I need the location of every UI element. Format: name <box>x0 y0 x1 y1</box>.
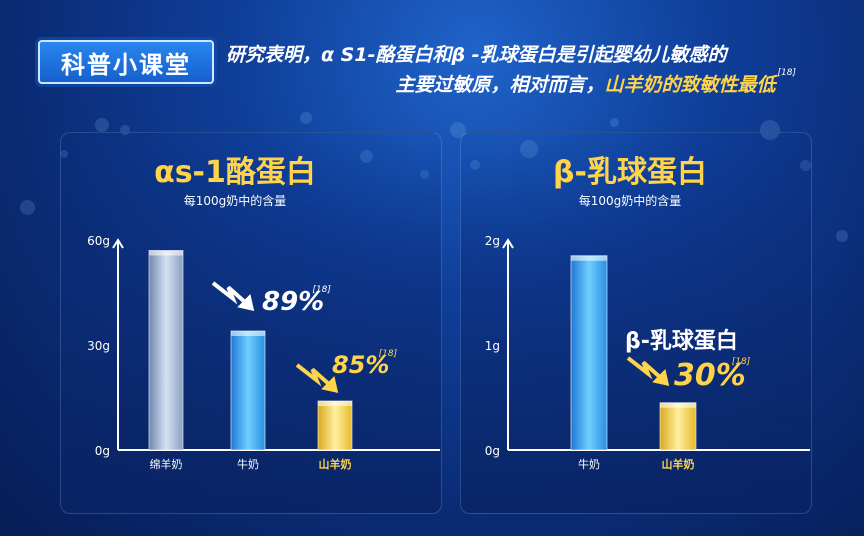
chart1-ytick-label: 0g <box>485 444 500 458</box>
chart1-ytick-label: 1g <box>485 339 500 353</box>
chart0-annotation-0-reference: [18] <box>312 285 331 295</box>
chart1-annotation-0-label: β-乳球蛋白 <box>625 328 738 354</box>
chart0-bar <box>230 330 266 451</box>
chart1-category-label: 牛奶 <box>578 457 600 471</box>
chart0-title: αs-1酪蛋白 <box>154 155 316 190</box>
chart1-bar <box>570 255 608 451</box>
headline-line-1: 研究表明，α S1-酪蛋白和β -乳球蛋白是引起婴幼儿敏感的 <box>226 44 727 66</box>
header: 科普小课堂 研究表明，α S1-酪蛋白和β -乳球蛋白是引起婴幼儿敏感的 主要过… <box>0 0 864 110</box>
chart0-category-label: 山羊奶 <box>319 457 352 471</box>
chart1-title: β-乳球蛋白 <box>553 155 707 190</box>
chart0-ytick-label: 60g <box>87 234 110 248</box>
chart1-y-axis-arrow <box>502 238 514 249</box>
chart0-subtitle: 每100g奶中的含量 <box>184 193 287 208</box>
chart0-bar <box>148 250 184 451</box>
chart1-annotation-0-reference: [18] <box>732 357 751 367</box>
chart0-annotation-1-arrow-icon-head <box>321 376 339 393</box>
chart0-ytick-label: 30g <box>87 339 110 353</box>
chart1-bar-cap <box>660 402 696 408</box>
chart0-ytick-label: 0g <box>95 444 110 458</box>
chart0-annotation-0-arrow-icon-head <box>237 294 255 311</box>
chart0-bar-cap <box>149 250 183 256</box>
section-badge: 科普小课堂 <box>38 40 214 84</box>
chart1-annotation-0-arrow-icon <box>626 356 670 386</box>
chart0-annotation-1-reference: [18] <box>379 349 398 359</box>
chart0-annotation-0-arrow-icon <box>211 281 255 311</box>
chart1-bar <box>659 402 697 451</box>
chart1-ytick-label: 2g <box>485 234 500 248</box>
chart1-subtitle: 每100g奶中的含量 <box>579 193 682 208</box>
chart0-y-axis-arrow <box>112 238 124 249</box>
chart0-annotation-0-value: 89% <box>262 287 324 317</box>
chart0-bar <box>317 400 353 451</box>
chart1-annotation-0-arrow-icon-line <box>626 356 665 382</box>
headline-highlight: 山羊奶的致敏性最低 <box>604 74 776 96</box>
headline-reference: [18] <box>777 68 796 78</box>
headline-line-2: 主要过敏原，相对而言，山羊奶的致敏性最低[18] <box>395 68 796 97</box>
chart0-annotation-1-value: 85% <box>332 351 389 379</box>
chart1-category-label: 山羊奶 <box>662 457 695 471</box>
chart0-annotation-0-arrow-icon-line <box>211 281 250 307</box>
chart0-category-label: 绵羊奶 <box>150 457 183 471</box>
chart0-annotation-1-arrow-icon <box>295 363 339 393</box>
headline-prefix: 主要过敏原，相对而言， <box>395 74 605 96</box>
chart1-bar-cap <box>571 255 607 261</box>
chart0-bar-cap <box>318 401 352 406</box>
chart1-annotation-0-arrow-icon-head <box>652 369 670 386</box>
chart0-annotation-1-arrow-icon-line <box>295 363 334 389</box>
chart1-annotation-0-value: 30% <box>674 358 746 393</box>
chart0-category-label: 牛奶 <box>237 457 259 471</box>
chart0-bar-cap <box>231 331 265 336</box>
